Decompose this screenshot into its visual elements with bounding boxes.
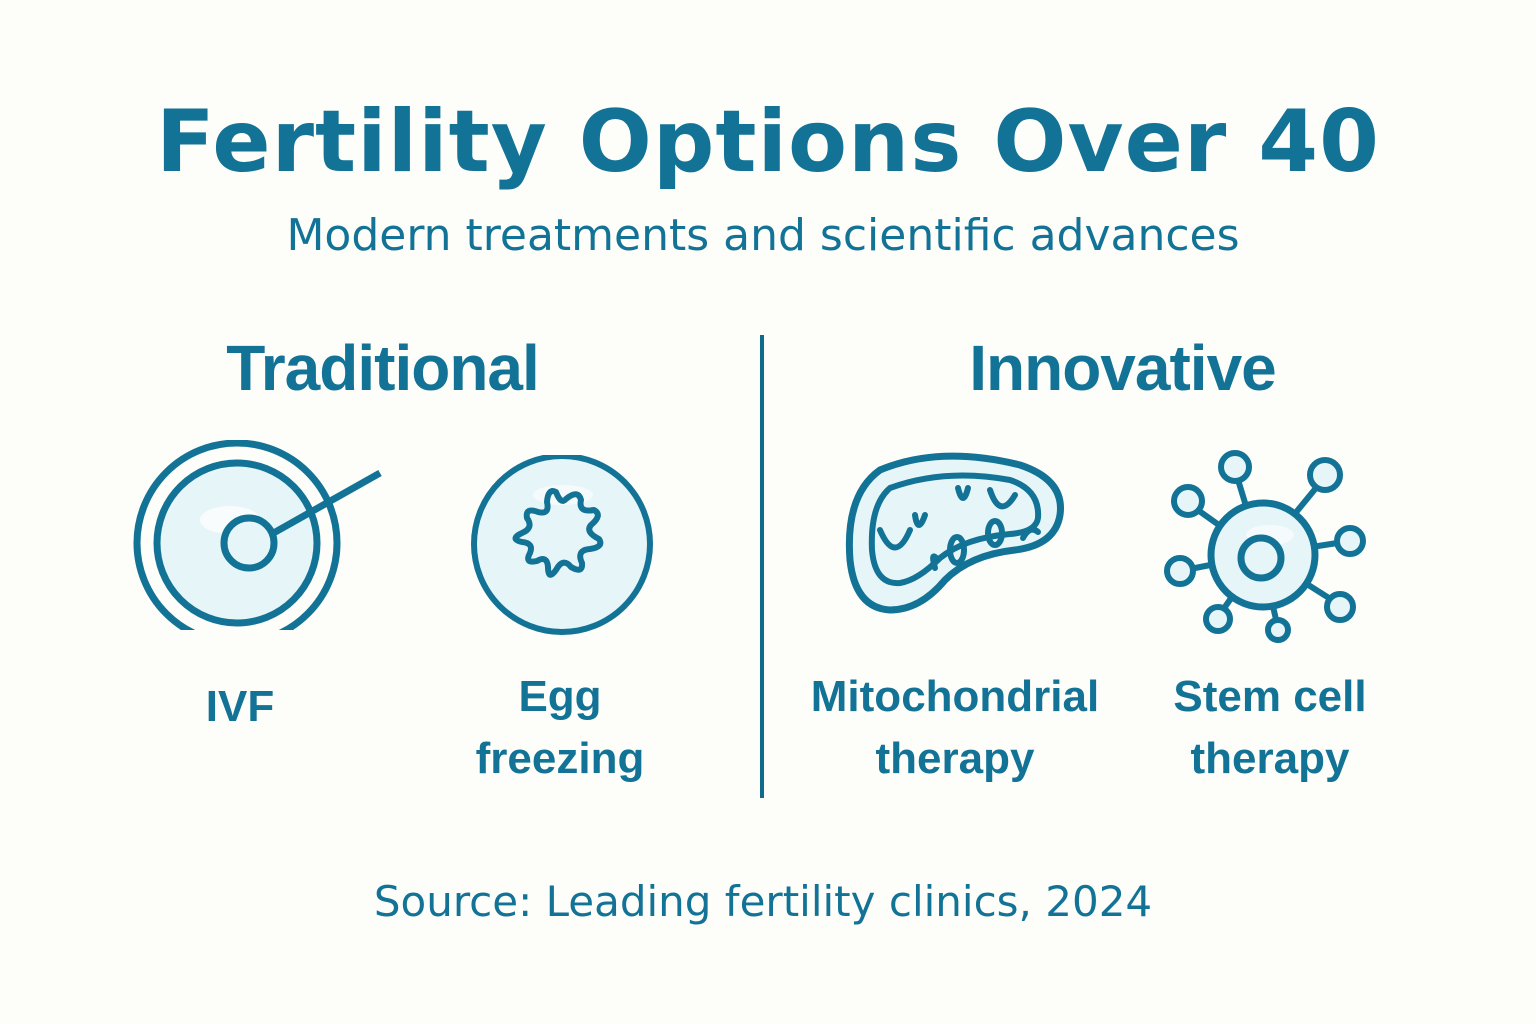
item-label-mitochondrial-therapy: Mitochondrial therapy	[810, 672, 1100, 783]
mitochondrion-icon	[840, 450, 1070, 630]
source-citation: Source: Leading fertility clinics, 2024	[373, 877, 1153, 926]
ivf-egg-needle-icon	[130, 440, 390, 630]
section-heading-traditional: Traditional	[226, 332, 540, 404]
page-subtitle: Modern treatments and scientific advance…	[286, 210, 1240, 261]
item-label-ivf: IVF	[205, 682, 275, 731]
item-label-stem-cell-therapy: Stem cell therapy	[1173, 672, 1367, 783]
page-title: Fertility Options Over 40	[156, 92, 1380, 192]
stem-cell-icon	[1160, 445, 1375, 645]
item-label-egg-freezing: Egg freezing	[475, 672, 645, 783]
section-divider	[760, 335, 764, 798]
frozen-egg-icon	[468, 455, 658, 635]
section-heading-innovative: Innovative	[969, 332, 1277, 404]
